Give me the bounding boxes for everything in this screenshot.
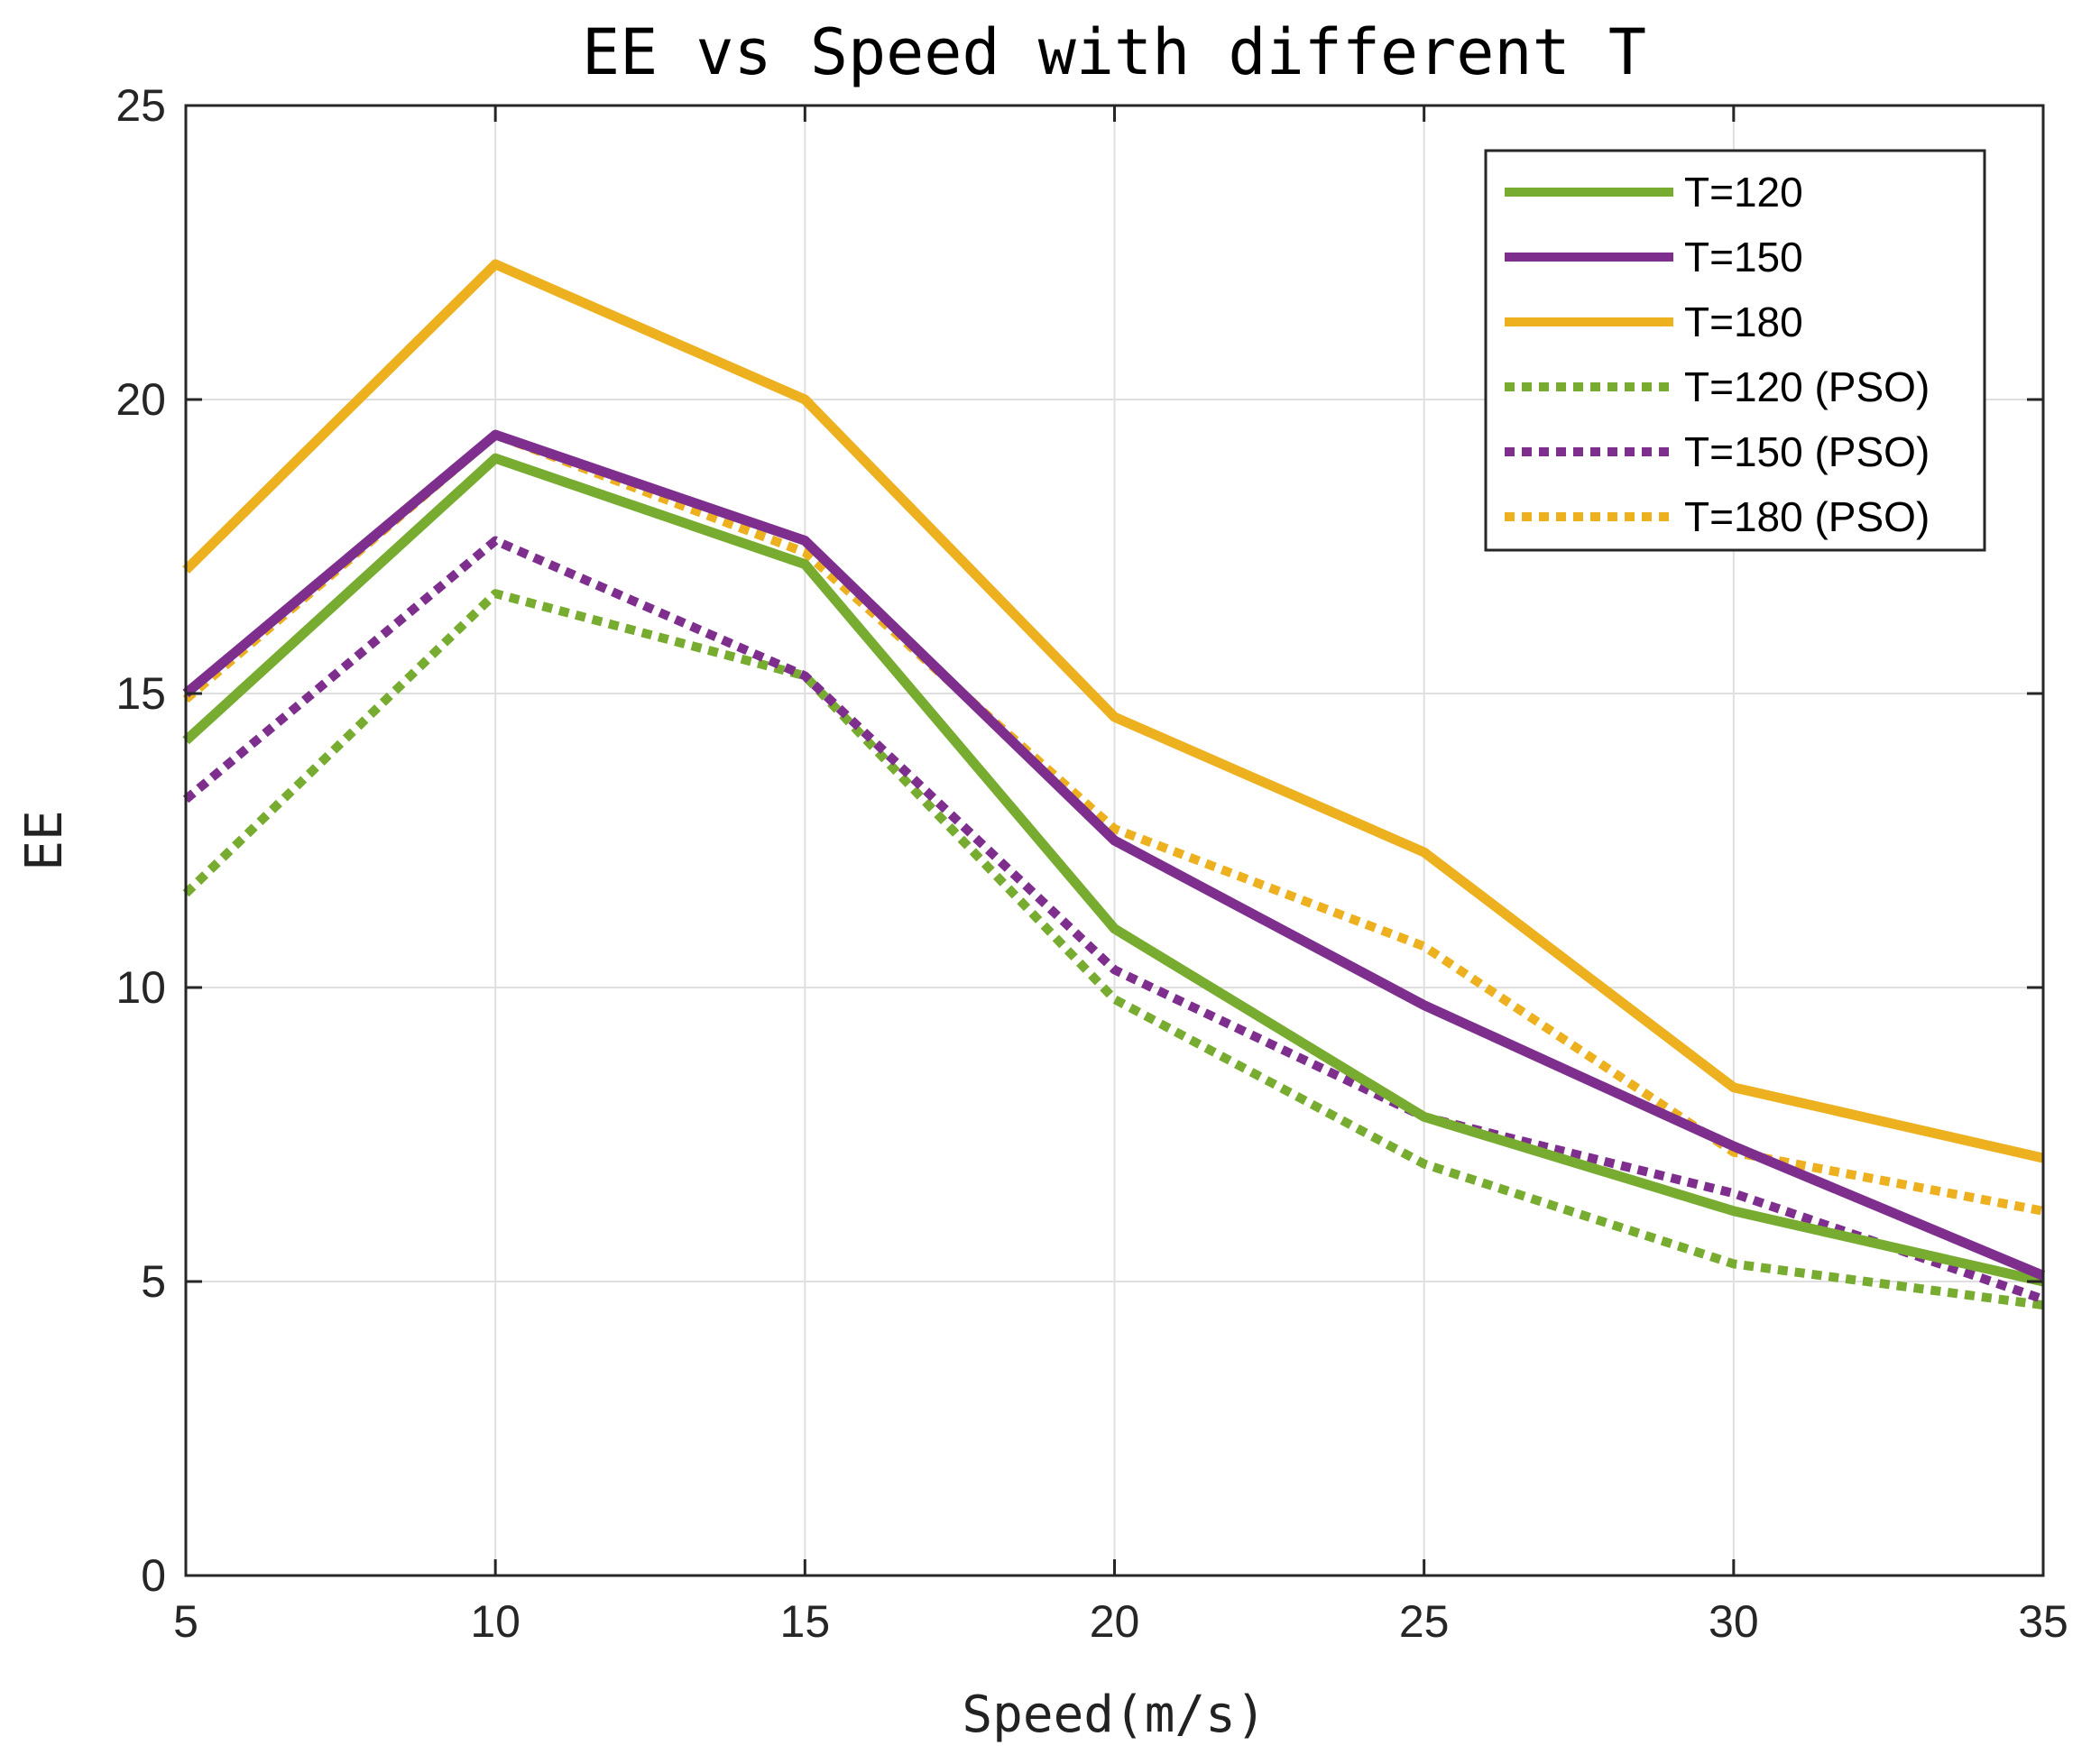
y-tick-label: 10 [115, 962, 166, 1013]
series-line-t-150-pso [182, 536, 2045, 1304]
series-line-t-120 [182, 453, 2045, 1287]
legend-label: T=180 [1684, 299, 1803, 345]
x-tick-label: 10 [470, 1596, 520, 1647]
legend-label: T=150 (PSO) [1684, 428, 1930, 475]
x-tick-label: 15 [780, 1596, 831, 1647]
series-line-t-180 [182, 259, 2045, 1163]
legend-label: T=120 [1684, 169, 1803, 216]
y-tick-label: 25 [115, 80, 166, 131]
x-tick-label: 25 [1399, 1596, 1450, 1647]
x-tick-label: 30 [1709, 1596, 1759, 1647]
x-tick-label: 35 [2018, 1596, 2068, 1647]
series-line-t-150 [182, 429, 2046, 1281]
series-line-t-120-pso [182, 589, 2044, 1310]
chart-title: EE vs Speed with different T [582, 15, 1646, 89]
legend-box [1484, 149, 1986, 552]
y-tick-label: 5 [141, 1256, 166, 1307]
y-tick-label: 15 [115, 668, 166, 719]
legend-label: T=150 [1684, 234, 1803, 280]
series-line-t-180-pso [182, 430, 2044, 1216]
series-lines [182, 259, 2046, 1310]
x-axis-label: Speed(m/s) [962, 1686, 1266, 1744]
x-tick-label: 20 [1090, 1596, 1140, 1647]
y-axis-label: EE [15, 810, 74, 870]
legend: T=120 T=150 T=180 T=120 (PSO) T=150 (PSO) T=1… [1484, 149, 1986, 552]
y-tick-label: 20 [115, 374, 166, 425]
legend-label: T=120 (PSO) [1684, 363, 1930, 410]
legend-label: T=180 (PSO) [1684, 493, 1930, 540]
x-tick-label: 5 [173, 1596, 198, 1647]
y-tick-label: 0 [141, 1550, 166, 1601]
